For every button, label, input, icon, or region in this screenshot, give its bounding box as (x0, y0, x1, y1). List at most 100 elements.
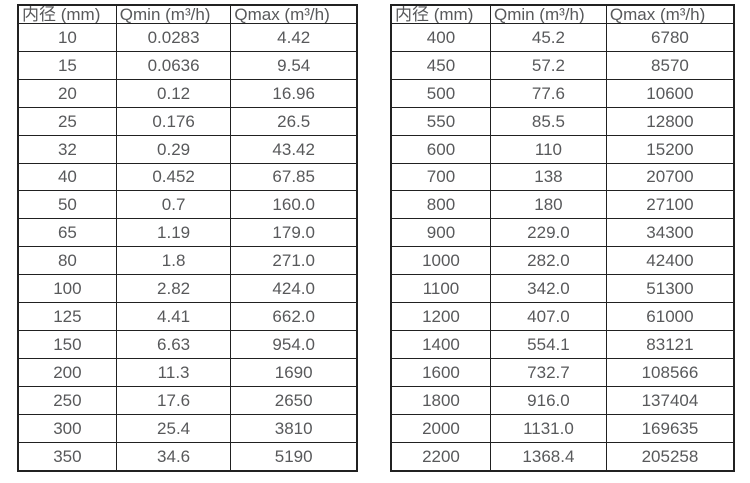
table-cell: 916.0 (489, 385, 607, 415)
table-cell: 10600 (605, 78, 735, 108)
table-cell: 17.6 (115, 385, 232, 415)
table-cell: 662.0 (230, 302, 358, 331)
table-cell: 15 (17, 50, 117, 80)
table-cell: 0.176 (115, 106, 232, 136)
table-cell: 1600 (390, 357, 491, 387)
table-cell: 67.85 (230, 162, 358, 192)
table-body: 10 0.0283 4.42 15 0.0636 9.54 20 0.12 16.96 25 0.1… (17, 23, 358, 472)
table-cell: 83121 (605, 329, 735, 359)
table-cell: 180 (489, 190, 607, 220)
table-cell: 200 (17, 357, 117, 387)
table-cell: 229.0 (489, 218, 607, 248)
table-header-row: 内径 (mm) Qmin (m³/h) Qmax (m³/h) (17, 4, 358, 24)
table-cell: 138 (489, 162, 607, 192)
table-cell: 65 (17, 218, 117, 248)
header-qmax: Qmax (m³/h) (230, 4, 358, 24)
table-cell: 10 (17, 23, 117, 52)
table-cell: 1690 (230, 357, 358, 387)
table-cell: 85.5 (489, 106, 607, 136)
table-cell: 450 (390, 50, 491, 80)
table-cell: 40 (17, 162, 117, 192)
table-row: 125 4.41 662.0 (17, 302, 358, 331)
table-cell: 407.0 (489, 302, 607, 331)
table-cell: 15200 (605, 134, 735, 164)
table-cell: 0.0636 (115, 50, 232, 80)
table-cell: 3810 (230, 413, 358, 443)
table-row: 50 0.7 160.0 (17, 190, 358, 220)
header-qmin: Qmin (m³/h) (115, 4, 232, 24)
table-cell: 43.42 (230, 134, 358, 164)
table-cell: 34300 (605, 218, 735, 248)
table-row: 1000 282.0 42400 (390, 246, 735, 276)
table-row: 550 85.5 12800 (390, 106, 735, 136)
table-cell: 271.0 (230, 246, 358, 276)
table-cell: 700 (390, 162, 491, 192)
table-row: 15 0.0636 9.54 (17, 50, 358, 80)
table-cell: 20 (17, 78, 117, 108)
table-cell: 9.54 (230, 50, 358, 80)
table-row: 200 11.3 1690 (17, 357, 358, 387)
table-cell: 61000 (605, 302, 735, 331)
table-row: 2000 1131.0 169635 (390, 413, 735, 443)
table-row: 1100 342.0 51300 (390, 274, 735, 304)
table-cell: 0.29 (115, 134, 232, 164)
table-cell: 34.6 (115, 441, 232, 472)
table-cell: 300 (17, 413, 117, 443)
table-cell: 110 (489, 134, 607, 164)
table-cell: 1368.4 (489, 441, 607, 472)
table-cell: 50 (17, 190, 117, 220)
table-row: 800 180 27100 (390, 190, 735, 220)
table-cell: 1131.0 (489, 413, 607, 443)
table-cell: 80 (17, 246, 117, 276)
table-cell: 900 (390, 218, 491, 248)
table-header-row: 内径 (mm) Qmin (m³/h) Qmax (m³/h) (390, 4, 735, 24)
table-row: 600 110 15200 (390, 134, 735, 164)
table-cell: 16.96 (230, 78, 358, 108)
table-cell: 169635 (605, 413, 735, 443)
table-row: 1800 916.0 137404 (390, 385, 735, 415)
table-cell: 45.2 (489, 23, 607, 52)
header-inner-diameter: 内径 (mm) (390, 4, 491, 24)
table-row: 40 0.452 67.85 (17, 162, 358, 192)
table-cell: 42400 (605, 246, 735, 276)
table-cell: 160.0 (230, 190, 358, 220)
table-row: 1200 407.0 61000 (390, 302, 735, 331)
flow-table-small-diameters: 内径 (mm) Qmin (m³/h) Qmax (m³/h) 10 0.0283… (17, 4, 358, 472)
table-cell: 77.6 (489, 78, 607, 108)
table-cell: 57.2 (489, 50, 607, 80)
table-cell: 26.5 (230, 106, 358, 136)
table-cell: 1800 (390, 385, 491, 415)
table-cell: 179.0 (230, 218, 358, 248)
table-cell: 125 (17, 302, 117, 331)
table-cell: 108566 (605, 357, 735, 387)
table-cell: 25 (17, 106, 117, 136)
table-row: 150 6.63 954.0 (17, 329, 358, 359)
table-cell: 250 (17, 385, 117, 415)
table-cell: 12800 (605, 106, 735, 136)
table-cell: 1400 (390, 329, 491, 359)
table-cell: 1100 (390, 274, 491, 304)
table-cell: 205258 (605, 441, 735, 472)
table-cell: 554.1 (489, 329, 607, 359)
table-row: 300 25.4 3810 (17, 413, 358, 443)
table-cell: 2.82 (115, 274, 232, 304)
table-cell: 1200 (390, 302, 491, 331)
table-row: 80 1.8 271.0 (17, 246, 358, 276)
table-cell: 400 (390, 23, 491, 52)
table-row: 450 57.2 8570 (390, 50, 735, 80)
table-cell: 27100 (605, 190, 735, 220)
table-row: 900 229.0 34300 (390, 218, 735, 248)
table-row: 500 77.6 10600 (390, 78, 735, 108)
table-cell: 2200 (390, 441, 491, 472)
table-cell: 600 (390, 134, 491, 164)
table-cell: 4.41 (115, 302, 232, 331)
header-qmin: Qmin (m³/h) (489, 4, 607, 24)
table-cell: 0.7 (115, 190, 232, 220)
table-row: 1400 554.1 83121 (390, 329, 735, 359)
table-row: 32 0.29 43.42 (17, 134, 358, 164)
table-row: 20 0.12 16.96 (17, 78, 358, 108)
table-cell: 424.0 (230, 274, 358, 304)
table-cell: 150 (17, 329, 117, 359)
table-cell: 6.63 (115, 329, 232, 359)
